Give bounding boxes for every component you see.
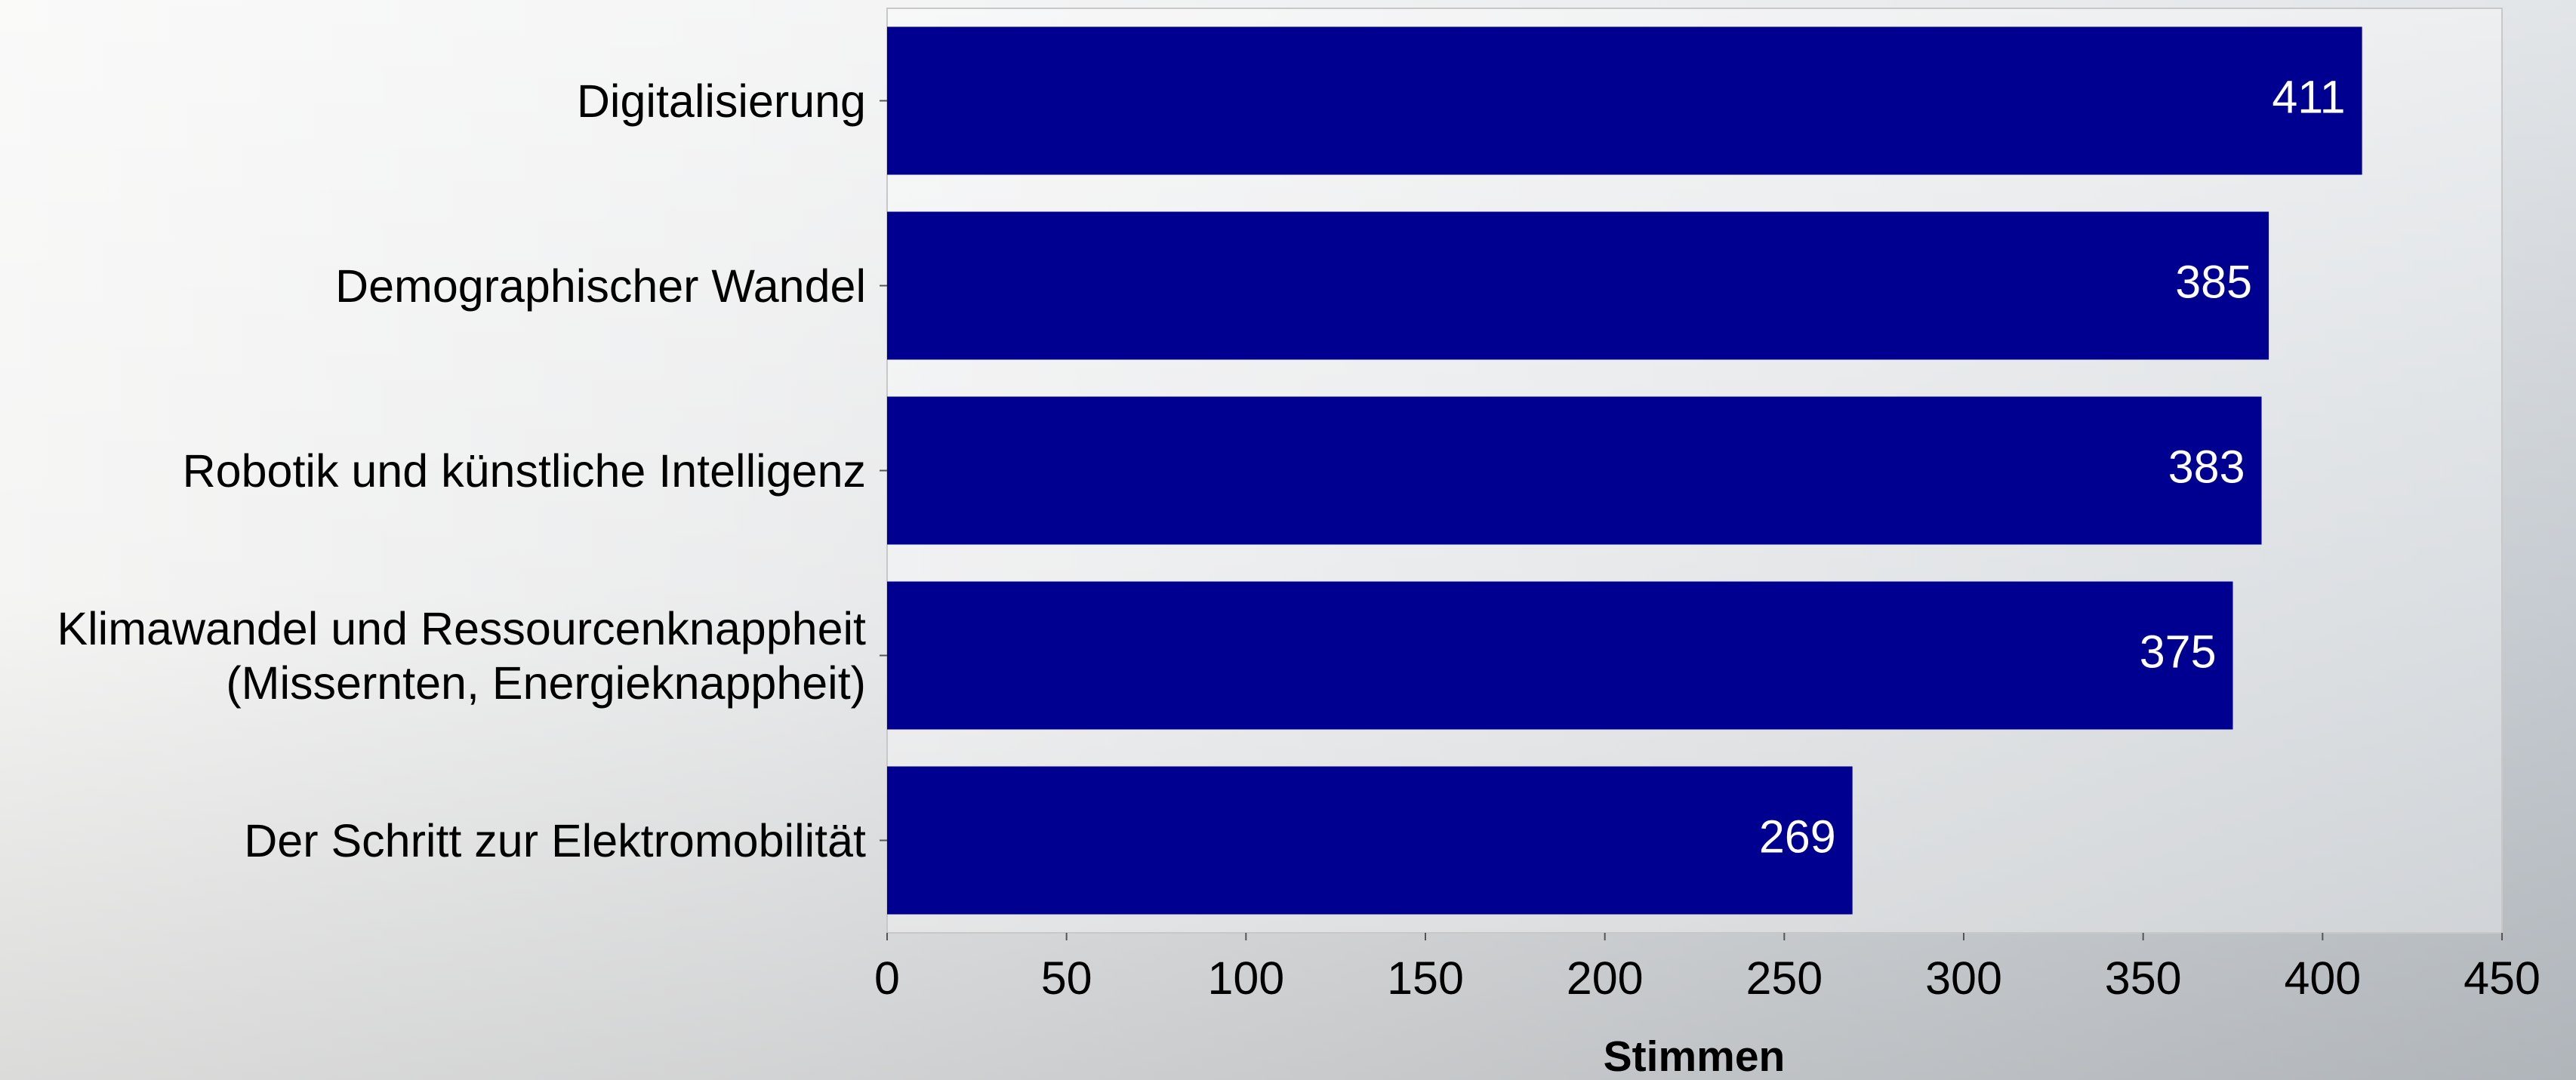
value-label: 411: [2272, 72, 2345, 123]
bar: [887, 26, 2362, 175]
y-tick-label: Demographischer Wandel: [335, 260, 866, 312]
x-tick-label: 50: [1041, 952, 1092, 1004]
y-tick-label: Der Schritt zur Elektromobilität: [244, 814, 866, 866]
y-tick-label: Robotik und künstliche Intelligenz: [182, 445, 866, 497]
x-tick-label: 200: [1567, 952, 1644, 1004]
x-tick-label: 450: [2464, 952, 2541, 1004]
bar: [887, 211, 2269, 360]
bar: [887, 766, 1853, 915]
y-tick-label: Digitalisierung: [576, 75, 866, 127]
x-tick-label: 0: [874, 952, 900, 1004]
bar: [887, 396, 2262, 545]
value-label: 269: [1759, 811, 1836, 863]
x-tick-label: 400: [2284, 952, 2361, 1004]
value-label: 385: [2175, 257, 2252, 308]
x-tick-label: 150: [1387, 952, 1464, 1004]
x-axis-label: Stimmen: [1604, 1032, 1786, 1080]
x-tick-label: 300: [1925, 952, 2002, 1004]
value-label: 375: [2140, 626, 2217, 678]
x-tick-label: 250: [1746, 952, 1823, 1004]
value-label: 383: [2168, 442, 2245, 493]
x-tick-label: 100: [1207, 952, 1284, 1004]
x-tick-label: 350: [2105, 952, 2182, 1004]
bar: [887, 581, 2233, 730]
y-tick-label: Klimawandel und Ressourcenknappheit (Mis…: [57, 602, 866, 709]
